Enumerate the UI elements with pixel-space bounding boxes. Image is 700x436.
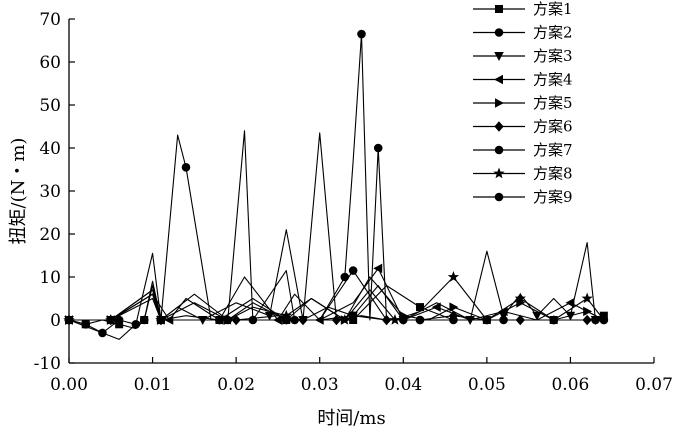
legend-marker bbox=[494, 28, 504, 37]
y-tick-label: 10 bbox=[39, 268, 61, 288]
y-tick-label: 30 bbox=[39, 182, 61, 202]
series-point bbox=[373, 143, 383, 153]
series-point bbox=[373, 263, 383, 274]
series-point bbox=[532, 311, 542, 321]
series-point bbox=[339, 314, 351, 325]
y-tick-label: 50 bbox=[39, 96, 61, 116]
series-3 bbox=[64, 229, 604, 325]
legend-marker bbox=[494, 192, 504, 202]
legend-label: 方案1 bbox=[533, 0, 573, 18]
series-point bbox=[98, 328, 107, 338]
legend-marker bbox=[494, 74, 504, 85]
x-tick-label: 0.04 bbox=[384, 375, 422, 395]
axes: -10 0 10 20 30 40 50 60 70 0.00 0.01 0.02 0.03 0.04 0.… bbox=[34, 10, 673, 395]
series-point bbox=[131, 319, 141, 329]
legend-label: 方案7 bbox=[533, 141, 573, 159]
series-point bbox=[215, 315, 224, 325]
legend-item: 方案1 bbox=[473, 0, 573, 18]
series-9 bbox=[64, 266, 609, 325]
x-tick-label: 0.06 bbox=[551, 375, 589, 395]
x-axis-label: 时间/ms bbox=[317, 408, 385, 429]
legend: 方案1 方案2 方案3 方案4 方案5 方案6 方案7 方案8 方案9 bbox=[473, 0, 573, 206]
legend-item: 方案9 bbox=[473, 188, 573, 206]
series-line bbox=[69, 270, 604, 321]
series-point bbox=[156, 315, 166, 325]
series-point bbox=[482, 315, 492, 325]
series-point bbox=[331, 314, 342, 326]
series-point bbox=[449, 302, 459, 312]
legend-label: 方案4 bbox=[533, 71, 573, 89]
y-tick-label: 20 bbox=[39, 225, 61, 245]
x-tick-label: 0.00 bbox=[50, 375, 88, 395]
x-tick-label: 0.02 bbox=[217, 375, 255, 395]
y-tick-label: 60 bbox=[39, 53, 61, 73]
y-tick-label: 40 bbox=[39, 139, 61, 159]
series-point bbox=[599, 315, 609, 325]
x-tick-label: 0.05 bbox=[468, 375, 506, 395]
x-tick-label: 0.03 bbox=[301, 375, 339, 395]
series-point bbox=[348, 266, 358, 275]
series-point bbox=[415, 315, 425, 325]
y-tick-label: 70 bbox=[39, 10, 61, 30]
legend-item: 方案7 bbox=[473, 141, 573, 159]
legend-item: 方案3 bbox=[473, 47, 573, 65]
legend-item: 方案4 bbox=[473, 71, 573, 89]
legend-marker bbox=[493, 167, 505, 179]
legend-marker bbox=[494, 98, 504, 108]
series-line bbox=[69, 229, 604, 321]
legend-marker bbox=[494, 121, 504, 132]
y-axis-label: 扭矩/(N・m) bbox=[8, 138, 29, 245]
legend-item: 方案2 bbox=[473, 24, 573, 42]
legend-label: 方案2 bbox=[533, 24, 573, 42]
series-point bbox=[565, 298, 575, 308]
x-tick-label: 0.01 bbox=[134, 375, 172, 395]
series-point bbox=[431, 302, 441, 312]
legend-marker bbox=[494, 145, 504, 155]
legend-marker bbox=[494, 5, 503, 13]
series-point bbox=[106, 315, 116, 325]
series-point bbox=[348, 311, 358, 321]
series-point bbox=[181, 163, 191, 172]
legend-label: 方案3 bbox=[533, 47, 573, 65]
legend-marker bbox=[494, 52, 504, 61]
series-point bbox=[549, 315, 559, 325]
x-tick-label: 0.07 bbox=[635, 375, 673, 395]
series-point bbox=[281, 315, 291, 325]
legend-label: 方案8 bbox=[533, 165, 573, 183]
series-point bbox=[139, 315, 149, 325]
series-layer bbox=[63, 29, 609, 340]
series-point bbox=[581, 292, 593, 304]
y-tick-label: 0 bbox=[50, 311, 61, 331]
y-tick-label: -10 bbox=[34, 354, 61, 374]
legend-label: 方案9 bbox=[533, 188, 573, 206]
legend-item: 方案5 bbox=[473, 94, 573, 112]
legend-label: 方案6 bbox=[533, 118, 573, 136]
legend-item: 方案6 bbox=[473, 118, 573, 136]
legend-label: 方案5 bbox=[533, 94, 573, 112]
series-point bbox=[583, 306, 593, 317]
series-point bbox=[514, 292, 526, 304]
legend-item: 方案8 bbox=[473, 165, 573, 183]
series-point bbox=[447, 271, 460, 282]
series-point bbox=[64, 315, 74, 325]
series-point bbox=[357, 29, 366, 39]
